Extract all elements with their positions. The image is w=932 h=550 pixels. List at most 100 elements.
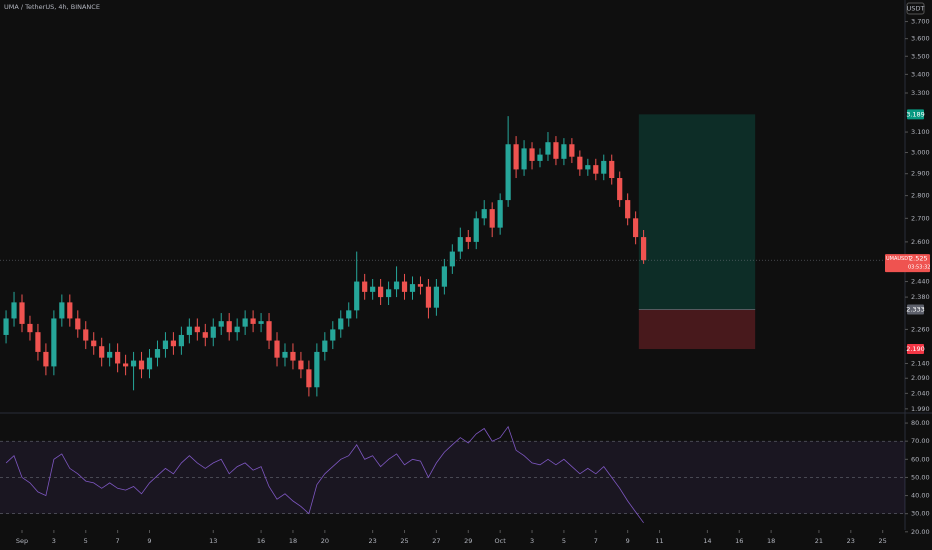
entry-label: 2.333 — [906, 306, 925, 314]
x-tick-label: 13 — [209, 537, 217, 545]
countdown: 03:53:32 — [908, 265, 930, 271]
rsi-tick-label: 40.00 — [911, 492, 930, 500]
candle-body — [266, 321, 272, 341]
x-tick-label: 18 — [289, 537, 297, 545]
candle-body — [370, 286, 376, 292]
candle-body — [122, 363, 129, 367]
candle-body — [641, 237, 647, 261]
candle-body — [545, 142, 551, 155]
candle-body — [186, 326, 192, 335]
y-tick-label: 2.440 — [911, 278, 930, 286]
stop-loss-zone — [638, 309, 756, 350]
candle-body — [210, 326, 216, 338]
candle-body — [513, 144, 519, 170]
candle-body — [43, 351, 49, 367]
candle-body — [314, 351, 320, 388]
candle-body — [274, 340, 280, 358]
candle-body — [378, 286, 384, 298]
candle-body — [585, 165, 591, 170]
candle-body — [75, 318, 81, 330]
candle-body — [569, 144, 575, 157]
y-tick-label: 3.400 — [911, 70, 930, 78]
candle-body — [322, 340, 328, 352]
x-tick-label: 5 — [562, 537, 566, 545]
candle-body — [242, 318, 248, 327]
y-tick-label: 2.090 — [911, 374, 930, 382]
x-tick-label: 18 — [767, 537, 775, 545]
x-tick-label: 7 — [594, 537, 598, 545]
x-tick-label: 23 — [847, 537, 855, 545]
candle-body — [298, 360, 304, 370]
candle-body — [409, 284, 416, 292]
y-tick-label: 3.600 — [911, 35, 930, 43]
y-tick-label: 2.040 — [911, 389, 930, 397]
y-tick-label: 3.100 — [911, 128, 930, 136]
candle-body — [250, 318, 256, 324]
candle-body — [633, 218, 639, 238]
currency-box[interactable] — [906, 2, 925, 15]
current-symbol: UMAUSDT — [886, 256, 912, 262]
candle-body — [115, 351, 121, 364]
y-tick-label: 3.700 — [911, 18, 930, 26]
y-tick-label: 3.000 — [911, 149, 930, 157]
candle-body — [593, 165, 599, 174]
x-tick-label: Oct — [495, 537, 507, 545]
current-price-label: 2.525 — [909, 255, 928, 263]
y-tick-label: 2.260 — [911, 325, 930, 333]
candle-body — [99, 346, 105, 358]
candle-body — [625, 200, 631, 219]
candle-body — [162, 340, 169, 350]
candle-body — [282, 351, 288, 358]
rsi-tick-label: 30.00 — [911, 510, 930, 518]
y-tick-label: 3.500 — [911, 52, 930, 60]
x-tick-label: 25 — [879, 537, 887, 545]
y-tick-label: 3.300 — [911, 89, 930, 97]
candle-body — [258, 321, 264, 324]
stop-label: 2.190 — [906, 345, 925, 353]
candle-body — [234, 326, 240, 333]
candle-body — [202, 332, 208, 338]
target-label: 3.189 — [906, 110, 925, 118]
x-tick-label: 20 — [321, 537, 329, 545]
x-tick-label: 21 — [815, 537, 823, 545]
rsi-tick-label: 60.00 — [911, 455, 930, 463]
x-tick-label: 14 — [703, 537, 711, 545]
x-tick-label: 3 — [530, 537, 534, 545]
candle-body — [130, 360, 137, 367]
candle-body — [59, 302, 65, 319]
candle-body — [19, 302, 25, 324]
candle-body — [194, 326, 200, 333]
x-tick-label: 11 — [655, 537, 663, 545]
currency-label[interactable]: USDT — [907, 5, 925, 13]
candle-body — [505, 144, 511, 201]
candle-body — [91, 340, 97, 347]
candle-body — [27, 323, 33, 333]
candle-body — [417, 284, 424, 287]
candle-body — [306, 369, 312, 388]
y-tick-label: 2.140 — [911, 359, 930, 367]
candle-body — [146, 357, 153, 370]
y-tick-label: 2.800 — [911, 192, 930, 200]
stop-box — [907, 344, 924, 355]
rsi-tick-label: 50.00 — [911, 473, 930, 481]
candle-body — [617, 178, 623, 201]
rsi-tick-label: 70.00 — [911, 437, 930, 445]
y-tick-label: 2.900 — [911, 170, 930, 178]
x-tick-label: 7 — [116, 537, 120, 545]
candle-body — [11, 302, 17, 319]
candle-body — [521, 148, 527, 170]
candle-body — [465, 237, 471, 242]
target-box — [907, 109, 924, 120]
entry-box — [907, 304, 924, 315]
candle-body — [553, 142, 559, 159]
y-tick-label: 2.600 — [911, 238, 930, 246]
candle-body — [362, 281, 368, 292]
x-tick-label: 27 — [432, 537, 440, 545]
candle-body — [385, 289, 392, 298]
candle-body — [441, 266, 447, 287]
candle-body — [218, 321, 224, 327]
take-profit-zone — [638, 114, 756, 310]
candle-body — [561, 144, 567, 159]
rsi-tick-label: 20.00 — [911, 528, 930, 536]
